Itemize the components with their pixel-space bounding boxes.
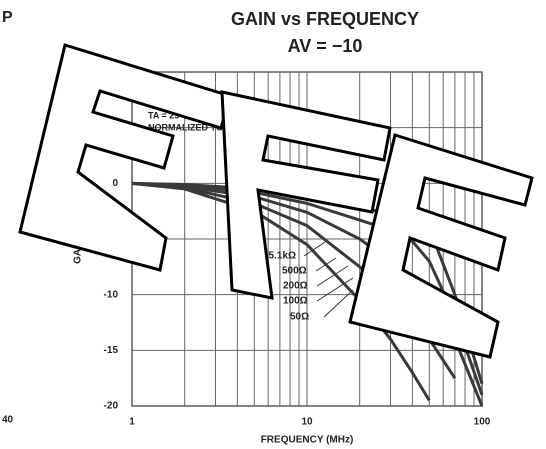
y-tick-label: -20	[104, 401, 119, 412]
legend-label: 100Ω	[283, 296, 308, 307]
annotation: TA = 25°C	[148, 110, 190, 120]
leader-line	[316, 277, 354, 302]
leader-line	[303, 241, 326, 257]
x-axis-label: FREQUENCY (MHz)	[261, 435, 354, 446]
chart-subtitle: AV = −10	[288, 36, 363, 56]
leader-line	[323, 289, 354, 318]
chart-title: GAIN vs FREQUENCY	[231, 9, 419, 29]
legend-label: 500Ω	[282, 266, 307, 277]
y-tick-label: 0	[112, 178, 118, 189]
legend-label: RL = 5.1kΩ	[244, 251, 296, 262]
y-tick-label: -10	[104, 289, 119, 300]
cropped-text: 40	[2, 415, 14, 426]
x-tick-label: 100	[474, 417, 491, 428]
cropped-text: P	[2, 9, 13, 26]
overlay-shape	[348, 133, 534, 359]
legend-label: 200Ω	[283, 281, 308, 292]
x-tick-label: 1	[129, 417, 135, 428]
y-tick-label: -15	[104, 345, 119, 356]
x-tick-label: 10	[301, 417, 313, 428]
overlay-shape	[220, 90, 392, 300]
leader-line	[316, 265, 349, 287]
annotation: NORMALIZED TO 0dB	[148, 122, 243, 132]
legend-label: 50Ω	[290, 312, 309, 323]
overlay-shapes	[18, 43, 534, 359]
line-series	[131, 181, 484, 385]
line-series	[131, 181, 431, 402]
overlay-shape	[18, 43, 232, 272]
